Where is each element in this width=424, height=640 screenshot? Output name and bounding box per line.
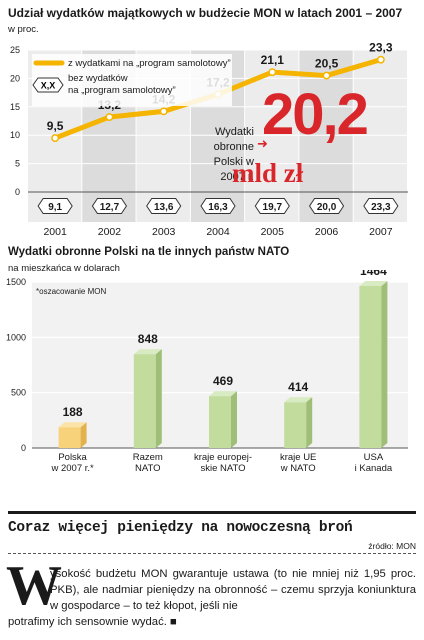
x-tick-label: 2005 — [261, 226, 285, 238]
bar-top — [133, 349, 162, 355]
y-tick-label: 1000 — [6, 332, 26, 342]
bar-value-label: 848 — [138, 332, 158, 346]
bar-value-label: 1464 — [360, 270, 387, 278]
bar-value-label: 414 — [288, 380, 308, 394]
bar — [284, 402, 307, 448]
bar-top — [284, 397, 313, 403]
x-tick-label: NATO — [135, 463, 161, 474]
x-tick-label: w 2007 r.* — [50, 463, 94, 474]
bar — [133, 354, 156, 448]
secondary-value-box — [308, 198, 345, 214]
y-tick-label: 5 — [15, 159, 20, 169]
y-tick-label: 10 — [10, 130, 20, 140]
data-point — [322, 71, 331, 80]
legend-box-swatch — [32, 77, 64, 93]
data-point — [159, 107, 168, 116]
section-divider — [8, 511, 416, 514]
secondary-value-label: 13,6 — [154, 202, 174, 213]
data-label: 9,5 — [47, 119, 64, 133]
data-point — [268, 68, 277, 77]
article-body-tail: potrafimy ich sensownie wydać. ■ — [8, 616, 177, 628]
y-tick-label: 0 — [21, 443, 26, 453]
article-body-lead: ysokość budżetu MON gwarantuje ustawa (t… — [50, 568, 416, 612]
x-tick-label: Razem — [133, 452, 163, 463]
secondary-value-box — [37, 198, 73, 214]
bar-top — [209, 391, 237, 397]
bar — [209, 396, 231, 448]
callout-arrow-icon: ➜ — [257, 136, 268, 151]
x-tick-label: skie NATO — [200, 463, 245, 474]
legend-line-label: z wydatkami na „program samolotowy” — [68, 58, 231, 69]
x-tick-label: kraje UE — [280, 452, 316, 463]
bar-side — [381, 280, 388, 448]
y-tick-label: 20 — [10, 73, 20, 83]
chart2-title: Wydatki obronne Polski na tle innych pań… — [8, 246, 290, 258]
bar-side — [231, 391, 237, 448]
bar-value-label: 469 — [213, 374, 233, 388]
article-headline: Coraz więcej pieniędzy na nowoczesną bro… — [8, 520, 353, 536]
bar-side — [80, 422, 87, 448]
data-label: 20,5 — [315, 57, 339, 71]
x-tick-label: 2003 — [152, 226, 176, 238]
x-tick-label: 2001 — [43, 226, 67, 238]
chart1-line-chart: 05101520259,513,214,217,221,120,523,39,1… — [10, 41, 408, 238]
secondary-value-label: 9,1 — [48, 202, 62, 213]
secondary-value-box — [91, 198, 128, 214]
secondary-value-box — [146, 198, 182, 214]
source-note: źródło: MON — [368, 541, 416, 551]
secondary-value-label: 20,0 — [317, 202, 337, 213]
data-label: 23,3 — [369, 41, 393, 55]
secondary-value-label: 23,3 — [371, 202, 391, 213]
x-tick-label: 2007 — [369, 226, 393, 238]
bar-side — [155, 349, 162, 448]
data-point — [376, 55, 385, 64]
bar — [58, 427, 81, 448]
secondary-value-label: 12,7 — [100, 202, 120, 213]
bar-top — [58, 422, 87, 428]
bar-side — [306, 397, 313, 448]
secondary-value-box — [200, 198, 236, 214]
secondary-value-label: 16,3 — [208, 202, 228, 213]
x-tick-label: 2002 — [98, 226, 122, 238]
secondary-value-box — [254, 198, 290, 214]
callout-value: 20,2 — [262, 82, 369, 147]
data-point — [51, 134, 60, 142]
legend-box-label-line1: bez wydatków — [68, 73, 128, 84]
x-tick-label: kraje europej- — [194, 452, 252, 463]
callout-unit: mld zł — [232, 158, 304, 188]
chart2-unit: na mieszkańca w dolarach — [8, 263, 120, 274]
data-label: 21,1 — [261, 53, 285, 67]
bar — [359, 285, 382, 448]
x-tick-label: 2006 — [315, 226, 339, 238]
x-tick-label: w NATO — [280, 463, 316, 474]
footnote: *oszacowanie MON — [36, 287, 106, 296]
callout-label: Wydatki obronne Polski w 2007 r. — [213, 126, 254, 183]
drop-cap: W — [6, 555, 62, 617]
x-tick-label: Polska — [58, 452, 87, 463]
bar-value-label: 188 — [63, 405, 83, 419]
y-tick-label: 1500 — [6, 277, 26, 287]
dashed-rule — [8, 553, 416, 554]
legend-box-label-line2: na „program samolotowy” — [68, 85, 176, 96]
x-tick-label: USA — [364, 452, 384, 463]
legend-background — [32, 54, 232, 106]
y-tick-label: 15 — [10, 102, 20, 112]
y-tick-label: 0 — [15, 187, 20, 197]
y-tick-label: 500 — [11, 388, 26, 398]
bar-top — [359, 280, 388, 286]
data-point — [105, 113, 114, 121]
secondary-value-label: 19,7 — [263, 202, 283, 213]
x-tick-label: 2004 — [206, 226, 230, 238]
chart1-unit: w proc. — [8, 24, 39, 35]
chart1-title: Udział wydatków majątkowych w budżecie M… — [8, 6, 403, 20]
x-tick-label: i Kanada — [355, 463, 393, 474]
y-tick-label: 25 — [10, 45, 20, 55]
secondary-value-box — [363, 198, 399, 214]
legend-box-sample: X,X — [41, 81, 56, 91]
